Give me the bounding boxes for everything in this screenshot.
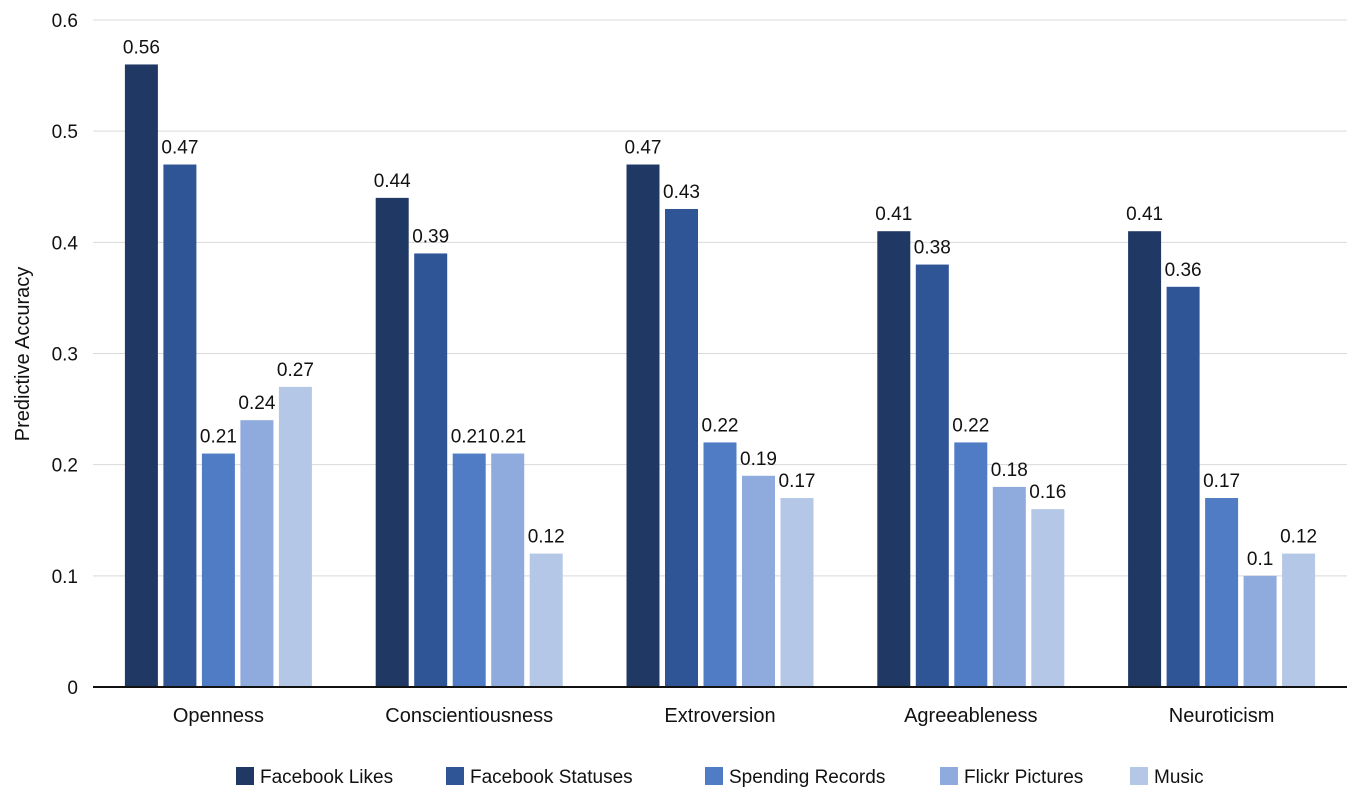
data-label: 0.18 — [991, 460, 1028, 481]
bar — [877, 231, 911, 687]
bar — [915, 264, 949, 687]
data-labels: 0.560.470.210.240.270.440.390.21 0.210.12… — [123, 37, 1317, 569]
data-label: 0.22 — [952, 415, 989, 436]
data-label: 0.47 — [161, 138, 198, 159]
y-tick-label: 0.1 — [52, 567, 78, 588]
data-label: 0.47 — [625, 138, 662, 159]
bar — [1205, 498, 1239, 687]
bar — [1031, 509, 1065, 687]
data-label: 0.38 — [914, 238, 951, 259]
data-label: 0.41 — [875, 204, 912, 225]
data-label: 0.22 — [702, 415, 739, 436]
bar — [124, 64, 158, 687]
bar — [780, 498, 814, 687]
bar — [278, 386, 312, 687]
x-category-label: Neuroticism — [1169, 705, 1275, 727]
data-label: 0.16 — [1029, 482, 1066, 503]
data-label: 0.44 — [374, 171, 411, 192]
bar — [375, 197, 409, 687]
data-label: 0.43 — [663, 182, 700, 203]
data-label: 0.1 — [1247, 549, 1273, 570]
legend-swatch — [446, 767, 464, 785]
x-category-label: Conscientiousness — [385, 705, 553, 727]
legend-label: Facebook Likes — [260, 767, 393, 788]
legend-label: Facebook Statuses — [470, 767, 633, 788]
data-label: 0.17 — [1203, 471, 1240, 492]
bar — [1166, 286, 1200, 687]
y-tick-label: 0.3 — [52, 345, 78, 366]
data-label: 0.19 — [740, 449, 777, 470]
bar — [626, 164, 660, 687]
data-label: 0.21 — [200, 427, 237, 448]
y-tick-label: 0.4 — [52, 233, 79, 254]
data-label: 0.12 — [528, 527, 565, 548]
y-tick-label: 0.2 — [52, 456, 78, 477]
data-label: 0.21 — [451, 427, 488, 448]
x-category-label: Extroversion — [664, 705, 775, 727]
bar — [1243, 575, 1277, 687]
y-tick-label: 0 — [67, 678, 78, 699]
legend-swatch — [1130, 767, 1148, 785]
bar — [452, 453, 486, 687]
legend-label: Spending Records — [729, 767, 885, 788]
x-category-label: Agreeableness — [904, 705, 1037, 727]
bar — [992, 486, 1026, 687]
bars — [124, 64, 1316, 687]
bar — [1128, 231, 1162, 687]
x-category-label: Openness — [173, 705, 264, 727]
data-label: 0.21 — [489, 427, 526, 448]
bar — [742, 475, 775, 687]
bar — [240, 420, 274, 687]
bar — [703, 442, 737, 687]
data-label: 0.41 — [1126, 204, 1163, 225]
legend-label: Music — [1154, 767, 1204, 788]
data-label: 0.24 — [238, 393, 275, 414]
data-label: 0.17 — [779, 471, 816, 492]
data-label: 0.39 — [412, 226, 449, 247]
data-label: 0.36 — [1165, 260, 1202, 281]
y-tick-label: 0.5 — [52, 122, 78, 143]
x-axis-categories: Openness Conscientiousness Extroversion Agr… — [173, 705, 1275, 727]
y-tick-label: 0.6 — [52, 11, 78, 32]
bar — [201, 453, 235, 687]
legend: Facebook Likes Facebook Statuses Spending … — [236, 767, 1204, 788]
y-axis-title: Predictive Accuracy — [12, 267, 34, 442]
bar — [665, 208, 698, 687]
legend-swatch — [705, 767, 723, 785]
bar — [529, 553, 563, 687]
bar — [414, 253, 448, 687]
data-label: 0.56 — [123, 37, 160, 58]
legend-swatch — [940, 767, 958, 785]
data-label: 0.27 — [277, 360, 314, 381]
bar — [954, 442, 988, 687]
y-axis-ticks: 0 0.1 0.2 0.3 0.4 0.5 0.6 — [52, 11, 79, 699]
legend-swatch — [236, 767, 254, 785]
legend-label: Flickr Pictures — [964, 767, 1083, 788]
bar — [491, 453, 525, 687]
bar — [1282, 553, 1316, 687]
bar — [163, 164, 197, 687]
data-label: 0.12 — [1280, 527, 1317, 548]
